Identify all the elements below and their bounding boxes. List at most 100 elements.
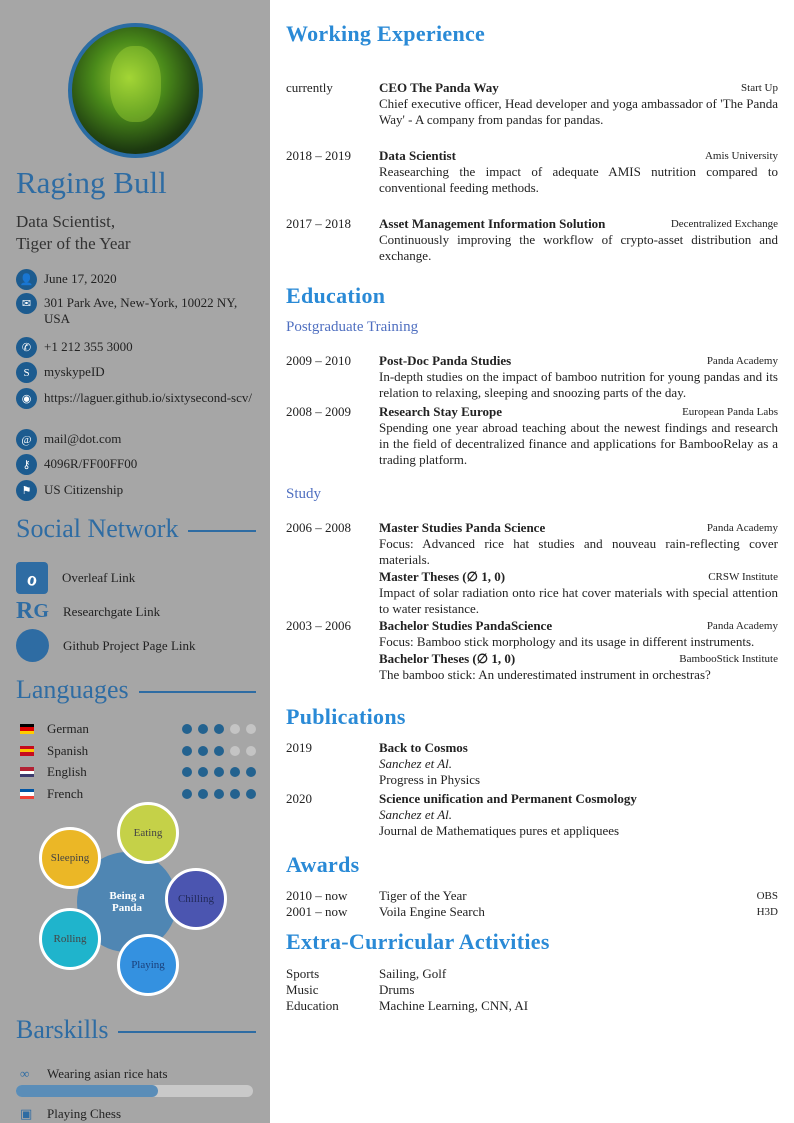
level-dot (246, 745, 256, 756)
publication-body: Science unification and Permanent Cosmol… (379, 791, 778, 839)
activity-category: Music (286, 982, 319, 997)
barskills-heading: Barskills (16, 1015, 256, 1045)
entry-description: Reasearching the impact of adequate AMIS… (379, 164, 778, 195)
level-dot (214, 789, 224, 800)
award-title: Tiger of the Year (379, 888, 467, 903)
award-body: Voila Engine Search H3D (379, 904, 778, 920)
entry-date: currently (286, 80, 333, 95)
profile-subtitle: Data Scientist, (16, 212, 116, 231)
publication-title: Back to Cosmos (379, 740, 468, 755)
activity-entry: Sports Sailing, Golf (286, 966, 778, 982)
flag-icon (20, 724, 34, 734)
barskill-label: Wearing asian rice hats (47, 1066, 168, 1081)
entry-title-line: Bachelor Studies PandaScience Panda Acade… (379, 618, 778, 634)
contact-text: 4096R/FF00FF00 (44, 456, 138, 471)
entry-body: Bachelor Theses (∅ 1, 0) BambooStick Inst… (379, 651, 778, 683)
contact-item: @ mail@dot.com (16, 429, 261, 450)
link-icon[interactable]: ∞ (20, 1066, 30, 1081)
flag-icon: ⚑ (16, 480, 37, 501)
social-link-label[interactable]: Overleaf Link (62, 570, 136, 585)
language-row: German (20, 721, 256, 737)
section-heading: Working Experience (286, 21, 486, 46)
contact-text: mail@dot.com (44, 431, 122, 446)
barskill-item: ▣ Playing Chess (20, 1106, 121, 1122)
social-link-label[interactable]: Researchgate Link (63, 603, 161, 619)
language-name: Spanish (47, 742, 89, 758)
level-dot (246, 789, 256, 800)
entry-description: In-depth studies on the impact of bamboo… (379, 369, 778, 400)
level-dot (230, 724, 240, 734)
entry-title: Asset Management Information Solution (379, 216, 606, 231)
publication-entry: 2019 Back to Cosmos Sanchez et Al. Progress… (286, 740, 778, 788)
award-date: 2010 – now (286, 888, 348, 903)
level-dot (230, 745, 240, 756)
entry: 2003 – 2006 Bachelor Studies PandaScience… (286, 618, 778, 650)
entry-date (286, 651, 379, 683)
entry-title-line: Data Scientist Amis University (379, 148, 778, 164)
entry-title-line: Research Stay Europe European Panda Labs (379, 404, 778, 420)
entry-body: Data Scientist Amis University Reasearchin… (379, 148, 778, 196)
publication-year: 2019 (286, 740, 312, 755)
level-dot (214, 724, 224, 734)
entry-title: Post-Doc Panda Studies (379, 353, 512, 368)
entry-date: 2006 – 2008 (286, 520, 351, 535)
entry-date: 2017 – 2018 (286, 216, 351, 231)
entry-organization: Panda Academy (706, 620, 778, 632)
entry: 2017 – 2018 Asset Management Information … (286, 216, 778, 264)
entry: 2008 – 2009 Research Stay Europe European … (286, 404, 778, 468)
contact-item: ✆ +1 212 355 3000 (16, 337, 261, 358)
entry-organization: Panda Academy (706, 355, 778, 367)
publication-body: Back to Cosmos Sanchez et Al. Progress in … (379, 740, 778, 788)
entry-title-line: Asset Management Information Solution Dec… (379, 216, 778, 232)
activity-entry: Education Machine Learning, CNN, AI (286, 998, 778, 1014)
entry-date: 2003 – 2006 (286, 618, 351, 633)
award-list: 2010 – now Tiger of the Year OBS 2001 – now… (286, 888, 778, 920)
publication-entry: 2020 Science unification and Permanent Co… (286, 791, 778, 839)
user-icon: 👤 (16, 269, 37, 290)
envelope-icon: ✉ (16, 293, 37, 314)
activity-category: Education (286, 998, 339, 1013)
social-link[interactable]: ℴ Overleaf Link (16, 562, 135, 594)
entry-date: 2008 – 2009 (286, 404, 351, 419)
entry-organization: European Panda Labs (682, 406, 778, 418)
section-heading: Extra-Curricular Activities (286, 929, 550, 954)
entry-title: Data Scientist (379, 148, 456, 163)
entry-description: Continuously improving the workflow of c… (379, 232, 778, 263)
bubble-rolling: Rolling (39, 908, 101, 970)
contact-item: ⚑ US Citizenship (16, 480, 261, 501)
entry-date (286, 569, 379, 617)
entry-title: CEO The Panda Way (379, 80, 499, 95)
at-icon: @ (16, 429, 37, 450)
publication-authors: Sanchez et Al. (379, 756, 453, 771)
flag-icon (20, 767, 34, 778)
contact-text: myskypeID (44, 364, 105, 379)
entry-organization: Amis University (704, 150, 778, 162)
entry: 2009 – 2010 Post-Doc Panda Studies Panda A… (286, 353, 778, 401)
entry-title-line: Master Theses (∅ 1, 0) CRSW Institute (379, 569, 778, 585)
social-link[interactable]: R G Researchgate Link (16, 595, 160, 628)
social-link-label[interactable]: Github Project Page Link (63, 637, 196, 653)
entry-body: Post-Doc Panda Studies Panda Academy In-de… (379, 353, 778, 401)
language-level (182, 789, 256, 800)
section-heading: Awards (286, 852, 360, 877)
activity-entry: Music Drums (286, 982, 778, 998)
language-level (182, 724, 256, 734)
profile-name: Raging Bull (16, 165, 167, 200)
award-title: Voila Engine Search (379, 904, 485, 919)
entry-description: Impact of solar radiation onto rice hat … (379, 585, 778, 616)
contact-item: ◉ https://laguer.github.io/sixtysecond-sc… (16, 388, 261, 409)
activity-list: Sports Sailing, Golf Music Drums Education Ma… (286, 966, 778, 1014)
entry-organization: Panda Academy (706, 522, 778, 534)
social-link[interactable]: ● Github Project Page Link (16, 629, 196, 662)
contact-text: 301 Park Ave, New-York, 10022 NY, USA (44, 295, 238, 326)
entry-organization: BambooStick Institute (679, 653, 778, 665)
award-entry: 2010 – now Tiger of the Year OBS (286, 888, 778, 904)
barskill-item: ∞ Wearing asian rice hats (20, 1066, 168, 1082)
subsection-heading: Study (286, 486, 322, 502)
level-dot (198, 767, 208, 778)
entry-title: Master Studies Panda Science (379, 520, 546, 535)
level-dot (182, 745, 192, 756)
award-body: Tiger of the Year OBS (379, 888, 778, 904)
website-link[interactable]: https://laguer.github.io/sixtysecond-scv… (44, 390, 252, 405)
